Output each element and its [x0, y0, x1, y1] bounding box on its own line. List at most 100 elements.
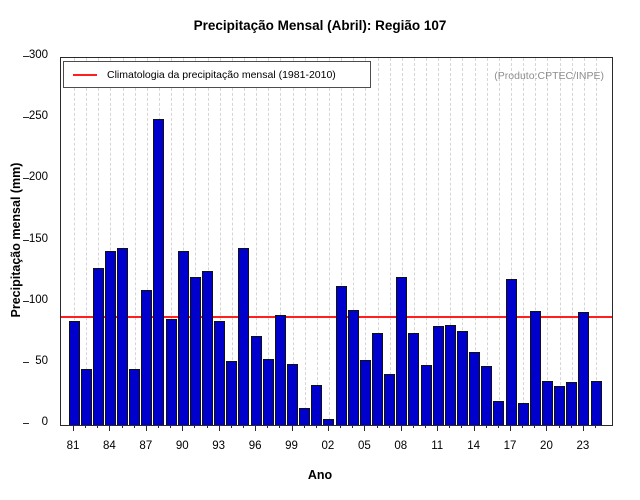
- x-tick: [425, 424, 427, 428]
- x-tick: [461, 424, 463, 428]
- x-tick: [364, 424, 366, 431]
- year-gridline: [256, 58, 258, 425]
- year-gridline: [171, 58, 173, 425]
- x-tick: [230, 424, 232, 428]
- bar-96: [250, 335, 262, 425]
- x-tick: [85, 424, 87, 428]
- bar-03: [335, 285, 347, 425]
- x-tick: [340, 424, 342, 428]
- climatology-line-swatch: [73, 73, 97, 76]
- y-tick: [23, 300, 29, 302]
- x-tick: [534, 424, 536, 428]
- bar-83: [92, 268, 104, 425]
- year-gridline: [341, 58, 343, 425]
- y-tick-label: 0: [41, 416, 48, 428]
- bar-85: [117, 247, 129, 425]
- bar-00: [299, 407, 311, 425]
- x-tick: [97, 424, 99, 428]
- year-gridline: [596, 58, 598, 425]
- x-tick: [497, 424, 499, 428]
- x-tick: [133, 424, 135, 428]
- year-gridline: [498, 58, 500, 425]
- x-tick: [376, 424, 378, 428]
- year-gridline: [413, 58, 415, 425]
- year-gridline: [134, 58, 136, 425]
- year-gridline: [110, 58, 112, 425]
- year-gridline: [98, 58, 100, 425]
- bar-91: [189, 276, 201, 425]
- year-gridline: [195, 58, 197, 425]
- x-tick: [267, 424, 269, 428]
- bar-93: [214, 321, 226, 425]
- bar-10: [420, 365, 432, 425]
- y-tick-label: 300: [28, 49, 48, 61]
- bar-95: [238, 247, 250, 425]
- x-axis-title: Ano: [307, 468, 333, 482]
- year-gridline: [474, 58, 476, 425]
- bar-05: [359, 360, 371, 425]
- x-tick-label: 87: [139, 440, 153, 452]
- x-tick: [109, 424, 111, 431]
- x-tick: [582, 424, 584, 431]
- x-tick-label: 99: [285, 440, 298, 452]
- y-tick-label: 50: [35, 354, 48, 367]
- x-tick-label: 11: [431, 440, 444, 452]
- x-tick: [522, 424, 524, 428]
- bar-20: [541, 380, 553, 425]
- year-gridline: [86, 58, 88, 425]
- year-gridline: [146, 58, 148, 425]
- x-tick-label: 23: [576, 440, 590, 452]
- bar-23: [578, 312, 590, 425]
- year-gridline: [316, 58, 318, 425]
- plot-area: [60, 57, 613, 426]
- x-tick: [473, 424, 475, 431]
- x-tick: [412, 424, 414, 428]
- bar-81: [68, 321, 80, 425]
- bar-24: [590, 380, 602, 425]
- bar-01: [311, 384, 323, 425]
- x-tick: [291, 424, 293, 431]
- year-gridline: [74, 58, 75, 425]
- year-gridline: [535, 58, 537, 425]
- x-tick-label: 81: [66, 440, 80, 452]
- year-gridline: [365, 58, 367, 425]
- bar-17: [505, 279, 517, 425]
- x-tick-label: 02: [321, 440, 335, 452]
- bar-87: [141, 290, 153, 425]
- y-tick-label: 150: [28, 232, 48, 245]
- x-tick: [145, 424, 147, 431]
- year-gridline: [219, 58, 221, 425]
- x-tick: [206, 424, 208, 428]
- x-tick: [315, 424, 317, 428]
- x-tick: [218, 424, 220, 431]
- year-gridline: [353, 58, 355, 425]
- product-annotation: (Produto:CPTEC/INPE): [494, 70, 604, 82]
- x-tick-label: 96: [248, 440, 262, 452]
- x-tick-label: 08: [394, 440, 408, 452]
- x-tick: [279, 424, 281, 428]
- y-tick: [23, 56, 29, 57]
- x-tick: [485, 424, 487, 428]
- y-tick-label: 250: [28, 110, 48, 123]
- x-tick: [73, 424, 74, 431]
- year-gridline: [450, 58, 452, 425]
- y-tick: [23, 178, 29, 180]
- year-gridline: [292, 58, 294, 425]
- year-gridline: [571, 58, 573, 425]
- x-tick-label: 17: [503, 440, 517, 452]
- x-tick-label: 90: [175, 440, 189, 452]
- bar-89: [165, 318, 177, 425]
- x-tick: [449, 424, 451, 428]
- bar-84: [104, 251, 116, 425]
- year-gridline: [547, 58, 549, 425]
- x-tick: [388, 424, 390, 428]
- year-gridline: [401, 58, 403, 425]
- year-gridline: [462, 58, 464, 425]
- year-gridline: [426, 58, 428, 425]
- x-tick: [157, 424, 159, 428]
- x-tick: [170, 424, 172, 428]
- x-tick-label: 93: [212, 440, 226, 452]
- chart-title: Precipitação Mensal (Abril): Região 107: [193, 18, 447, 33]
- bar-19: [529, 311, 541, 425]
- x-tick-label: 05: [357, 440, 371, 452]
